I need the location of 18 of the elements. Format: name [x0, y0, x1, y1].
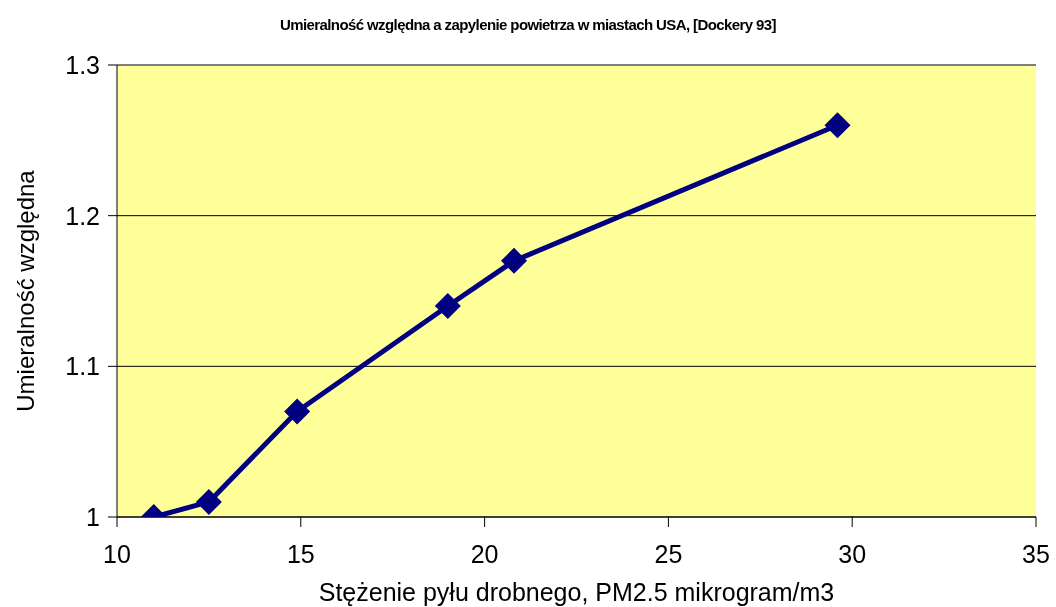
- x-tick-label: 25: [654, 539, 683, 568]
- y-tick-label: 1.2: [65, 201, 100, 230]
- point: [195, 488, 222, 515]
- point: [824, 112, 851, 139]
- x-axis-title: Stężenie pyłu drobnego, PM2.5 mikrogram/m3: [318, 578, 835, 606]
- y-tick-label: 1.1: [65, 352, 100, 381]
- chart-title: Umieralność względna a zapylenie powietrza w miastach USA, [Dockery 93]: [279, 16, 777, 33]
- x-tick-label: 10: [103, 539, 131, 568]
- x-tick-label: 15: [286, 539, 315, 568]
- x-tick-label: 30: [838, 539, 867, 568]
- x-tick-label: 20: [470, 539, 499, 568]
- x-tick-label: 35: [1022, 539, 1050, 568]
- y-tick-label: 1: [86, 502, 100, 531]
- point: [434, 293, 461, 320]
- y-axis-title: Umieralność względna: [12, 169, 39, 412]
- point: [284, 398, 311, 425]
- y-tick-label: 1.3: [65, 50, 100, 79]
- point: [501, 247, 528, 274]
